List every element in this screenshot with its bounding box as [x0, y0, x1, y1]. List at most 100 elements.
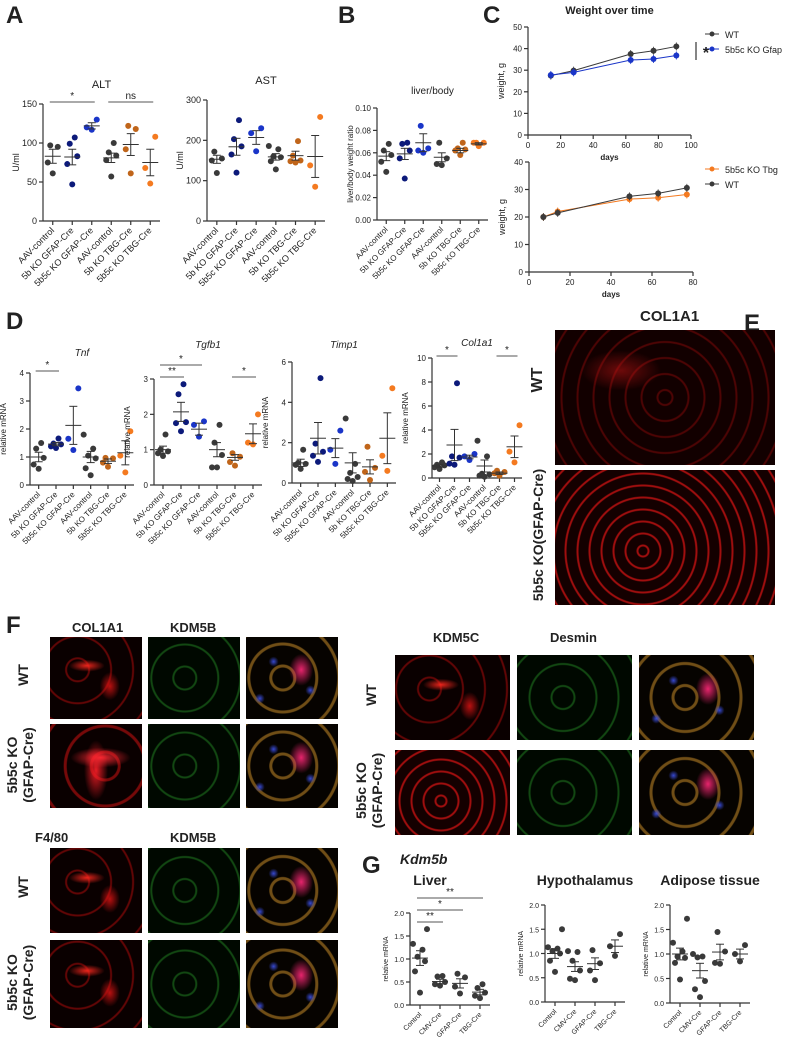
data-point	[253, 148, 260, 155]
data-point	[454, 380, 460, 387]
chart-title: liver/body	[411, 86, 454, 97]
data-point	[567, 975, 573, 982]
y-axis-label: weight, g	[497, 199, 507, 236]
data-point	[66, 140, 73, 147]
data-point	[410, 940, 416, 947]
y-axis-label: relative mRNA	[0, 403, 8, 455]
f2-row-ko-line2: (GFAP-Cre)	[369, 752, 385, 829]
y-tick-label: 1	[20, 453, 25, 462]
f1-ko-kdm5b-image	[148, 724, 240, 808]
data-point	[317, 375, 324, 382]
y-tick-label: 6	[422, 402, 427, 411]
data-point	[113, 152, 120, 159]
data-point	[446, 460, 453, 467]
data-point	[218, 155, 225, 162]
data-point	[344, 475, 351, 482]
x-tick-label: 20	[556, 141, 565, 150]
data-point	[452, 983, 458, 990]
y-tick-label: 100	[186, 176, 201, 186]
series-line	[543, 193, 687, 218]
data-point	[180, 381, 187, 388]
data-point	[93, 116, 100, 123]
x-tick-label: TBG-Cre	[459, 1011, 484, 1036]
data-point	[673, 43, 680, 50]
data-point	[315, 458, 321, 465]
significance-label: *	[70, 91, 74, 102]
f1-ko-col1a1-image	[50, 724, 142, 808]
f1-header-kdm5b: KDM5B	[170, 620, 217, 635]
data-point	[712, 959, 718, 966]
y-tick-label: 0	[196, 216, 201, 226]
data-point	[349, 477, 356, 484]
data-point	[617, 931, 623, 938]
data-point	[547, 71, 554, 78]
data-point	[650, 55, 657, 62]
data-point	[175, 391, 182, 398]
f1-row-wt: WT	[15, 664, 31, 686]
significance-label: **	[426, 911, 434, 922]
data-point	[47, 142, 54, 149]
f3-row-wt: WT	[15, 876, 31, 898]
data-point	[742, 942, 748, 949]
data-point	[300, 446, 307, 453]
f2-ko-kdm5c-image	[395, 750, 510, 835]
data-point	[49, 170, 56, 177]
data-point	[451, 461, 458, 468]
y-tick-label: 2.0	[654, 903, 664, 910]
f2-header-kdm5c: KDM5C	[433, 630, 480, 645]
y-tick-label: 0	[144, 481, 149, 490]
x-tick-label: 20	[566, 278, 575, 287]
significance-label: *	[703, 45, 710, 62]
y-tick-label: 2.0	[394, 911, 404, 918]
f3-ko-kdm5b-image	[148, 940, 240, 1028]
data-point	[559, 926, 565, 933]
data-point	[152, 133, 159, 140]
y-tick-label: 0.5	[529, 976, 539, 983]
f3-wt-f480-image	[50, 848, 142, 933]
data-point	[110, 455, 116, 462]
y-tick-label: 1	[144, 446, 149, 455]
data-point	[87, 472, 94, 479]
data-point	[211, 148, 218, 155]
data-point	[75, 385, 82, 392]
y-tick-label: 2	[282, 439, 287, 448]
data-point	[44, 159, 51, 166]
data-point	[655, 190, 662, 197]
data-point	[627, 57, 634, 64]
data-point	[216, 421, 223, 428]
y-tick-label: 0.0	[529, 1000, 539, 1007]
y-tick-label: 2.0	[529, 903, 539, 910]
legend-label: 5b5c KO Tbg	[725, 165, 778, 175]
data-point	[672, 959, 678, 966]
data-point	[125, 122, 132, 129]
data-point	[342, 415, 349, 422]
y-tick-label: 3	[20, 397, 25, 406]
data-point	[122, 146, 129, 153]
y-tick-label: 300	[186, 95, 201, 105]
data-point	[82, 465, 89, 472]
y-tick-label: 4	[422, 426, 427, 435]
y-tick-label: 150	[22, 99, 37, 109]
data-point	[362, 468, 368, 475]
data-point	[372, 464, 378, 471]
f2-row-wt: WT	[363, 684, 379, 706]
y-axis-label: relative mRNA	[383, 936, 390, 981]
y-tick-label: 4	[282, 398, 287, 407]
data-point	[265, 142, 272, 149]
data-point	[160, 453, 166, 460]
data-point	[717, 960, 723, 967]
legend-marker	[709, 166, 715, 172]
data-point	[565, 948, 571, 955]
data-point	[142, 164, 149, 171]
data-point	[587, 967, 593, 974]
legend-marker	[709, 31, 715, 37]
y-tick-label: 0.10	[355, 104, 371, 113]
data-point	[449, 453, 455, 460]
data-point	[127, 170, 134, 177]
data-point	[54, 143, 61, 150]
data-point	[272, 166, 279, 173]
data-point	[35, 465, 42, 472]
data-point	[255, 411, 261, 418]
data-point	[547, 957, 553, 964]
panel-label-d: D	[6, 308, 24, 335]
